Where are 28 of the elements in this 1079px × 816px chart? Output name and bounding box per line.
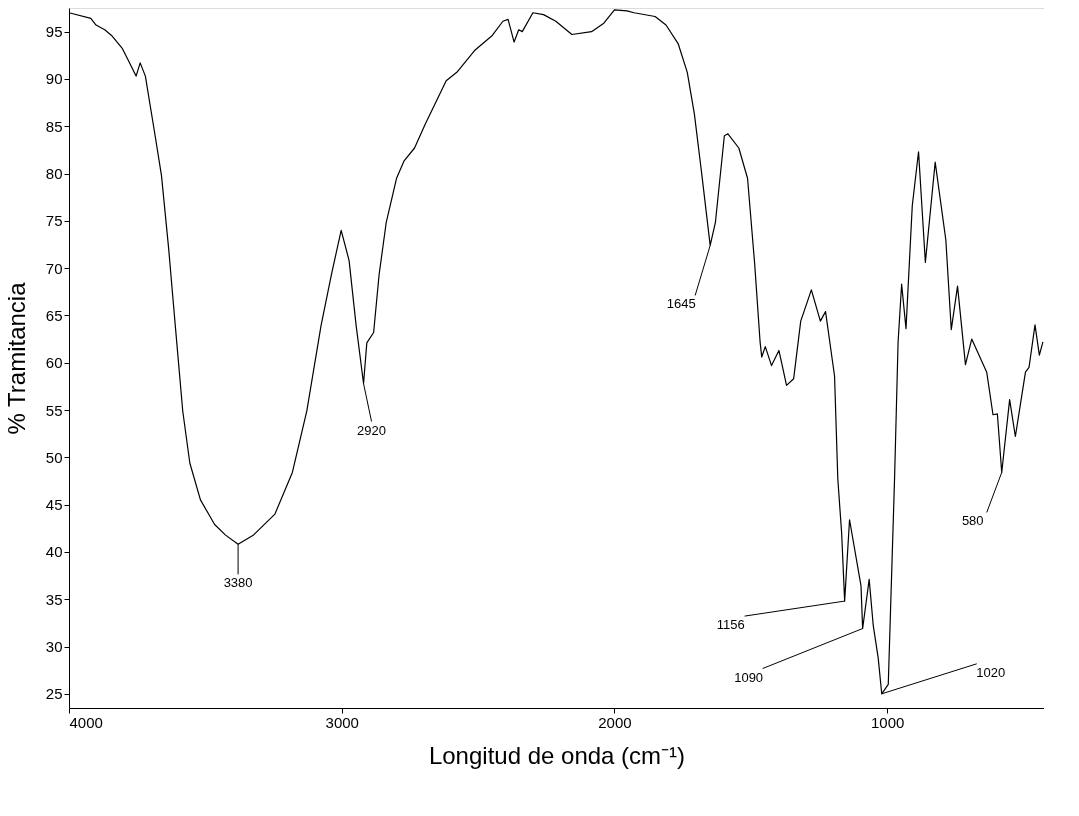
annotation: 1020 bbox=[976, 664, 1006, 680]
y-tick-label: 60 bbox=[45, 354, 63, 372]
annotation: 1156 bbox=[716, 617, 745, 633]
annotation: 2920 bbox=[357, 422, 387, 438]
y-tick-label: 25 bbox=[45, 685, 63, 703]
y-tick-label: 35 bbox=[45, 590, 63, 608]
annotation: 3380 bbox=[223, 575, 253, 591]
y-tick-label: 90 bbox=[45, 70, 63, 88]
y-axis-title: % Tramitancia bbox=[2, 281, 30, 435]
y-tick-label: 50 bbox=[45, 448, 63, 466]
y-tick-label: 80 bbox=[45, 165, 63, 183]
x-tick-label: 1000 bbox=[870, 713, 905, 731]
x-axis-title: Longitud de onda (cm⁻¹) bbox=[428, 741, 686, 769]
y-tick-label: 40 bbox=[45, 543, 63, 561]
x-tick-label: 4000 bbox=[69, 713, 103, 731]
y-tick-label: 30 bbox=[45, 638, 63, 656]
y-tick-label: 65 bbox=[45, 306, 63, 324]
y-tick-label: 55 bbox=[45, 401, 63, 419]
y-tick-label: 70 bbox=[45, 259, 63, 277]
annotation: 1090 bbox=[734, 669, 764, 685]
y-tick-label: 75 bbox=[45, 212, 63, 230]
x-tick-label: 2000 bbox=[598, 713, 632, 731]
annotation: 580 bbox=[961, 513, 984, 529]
y-tick-label: 45 bbox=[45, 496, 63, 514]
annotation: 1645 bbox=[666, 296, 696, 312]
x-tick-label: 3000 bbox=[325, 713, 359, 731]
y-tick-label: 95 bbox=[45, 23, 63, 41]
y-tick-label: 85 bbox=[45, 117, 63, 135]
